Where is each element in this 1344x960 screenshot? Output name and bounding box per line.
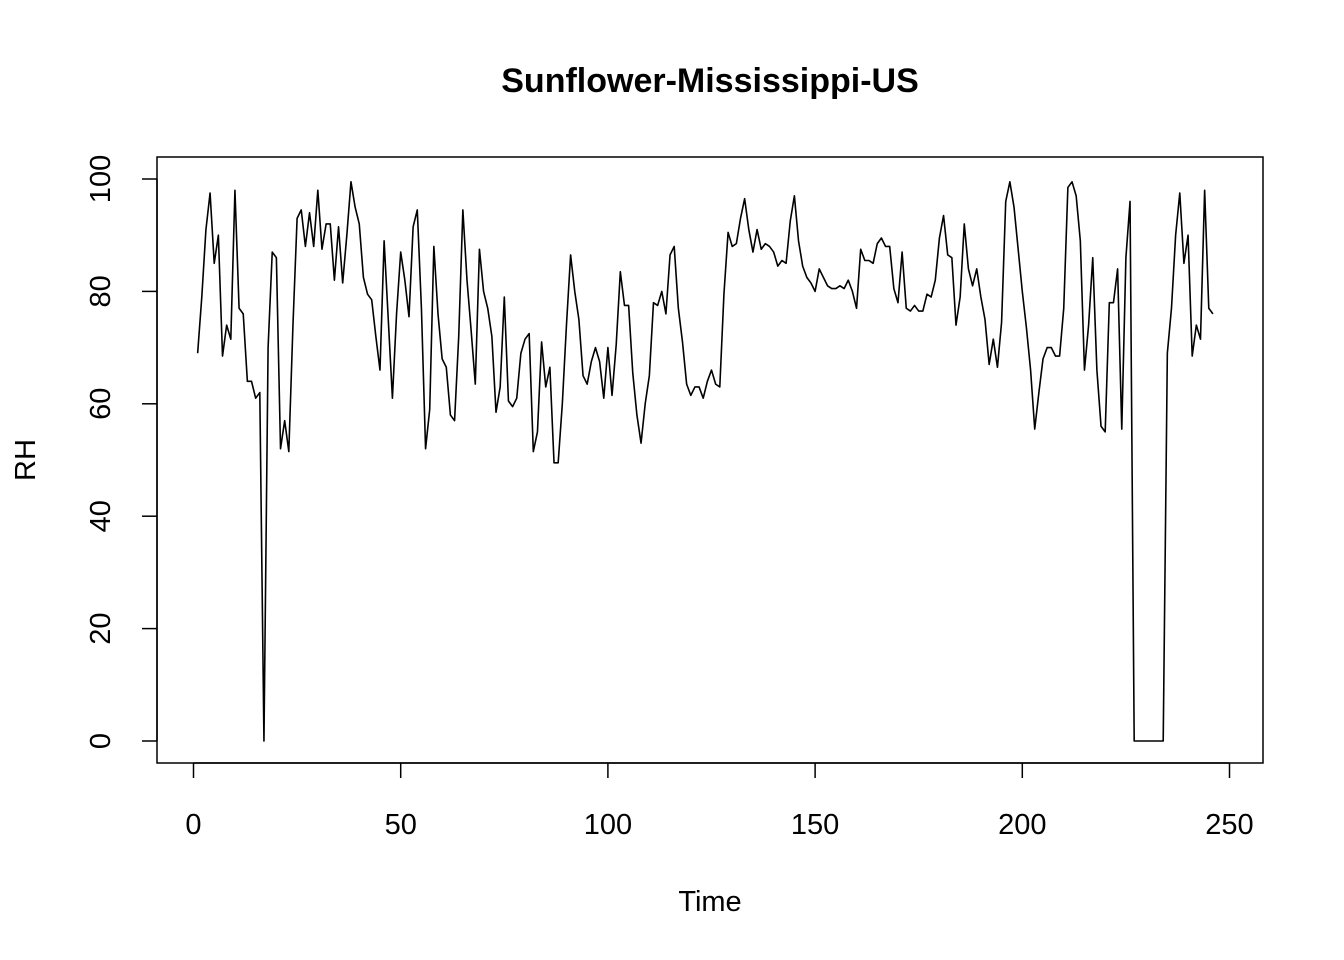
series-line [196,181,1214,742]
y-tick-label: 40 [85,500,117,532]
x-axis: 0 50 100 150 200 250 [185,762,1254,841]
y-axis: 0 20 40 60 80 100 [85,155,158,749]
y-tick-label: 100 [85,155,117,203]
series-layer [196,181,1214,742]
y-tick-label: 0 [85,733,117,749]
y-tick-label: 80 [85,275,117,307]
y-tick-label: 60 [85,388,117,420]
x-tick-label: 0 [185,809,201,841]
x-axis-label: Time [678,886,741,918]
x-tick-label: 100 [584,809,632,841]
y-tick-label: 20 [85,612,117,644]
x-tick-label: 50 [385,809,417,841]
x-tick-label: 150 [791,809,839,841]
x-tick-label: 200 [998,809,1046,841]
x-tick-label: 250 [1205,809,1253,841]
y-axis-label: RH [10,439,42,481]
chart-title: Sunflower-Mississippi-US [501,62,919,100]
